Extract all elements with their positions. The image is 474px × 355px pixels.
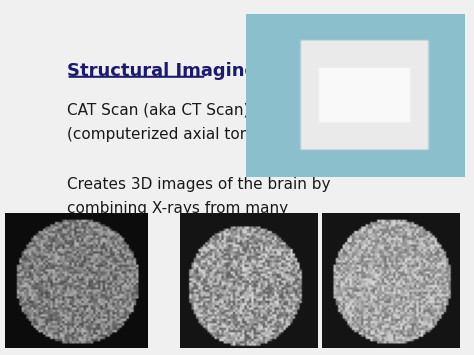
Text: (computerized axial tomography): (computerized axial tomography) [66, 127, 323, 142]
Text: CAT Scan (aka CT Scan): CAT Scan (aka CT Scan) [66, 103, 249, 118]
Text: angles.: angles. [66, 226, 122, 241]
Text: Creates 3D images of the brain by: Creates 3D images of the brain by [66, 176, 330, 192]
Text: Structural Imaging: Structural Imaging [66, 62, 257, 80]
Text: combining X-rays from many: combining X-rays from many [66, 201, 288, 216]
